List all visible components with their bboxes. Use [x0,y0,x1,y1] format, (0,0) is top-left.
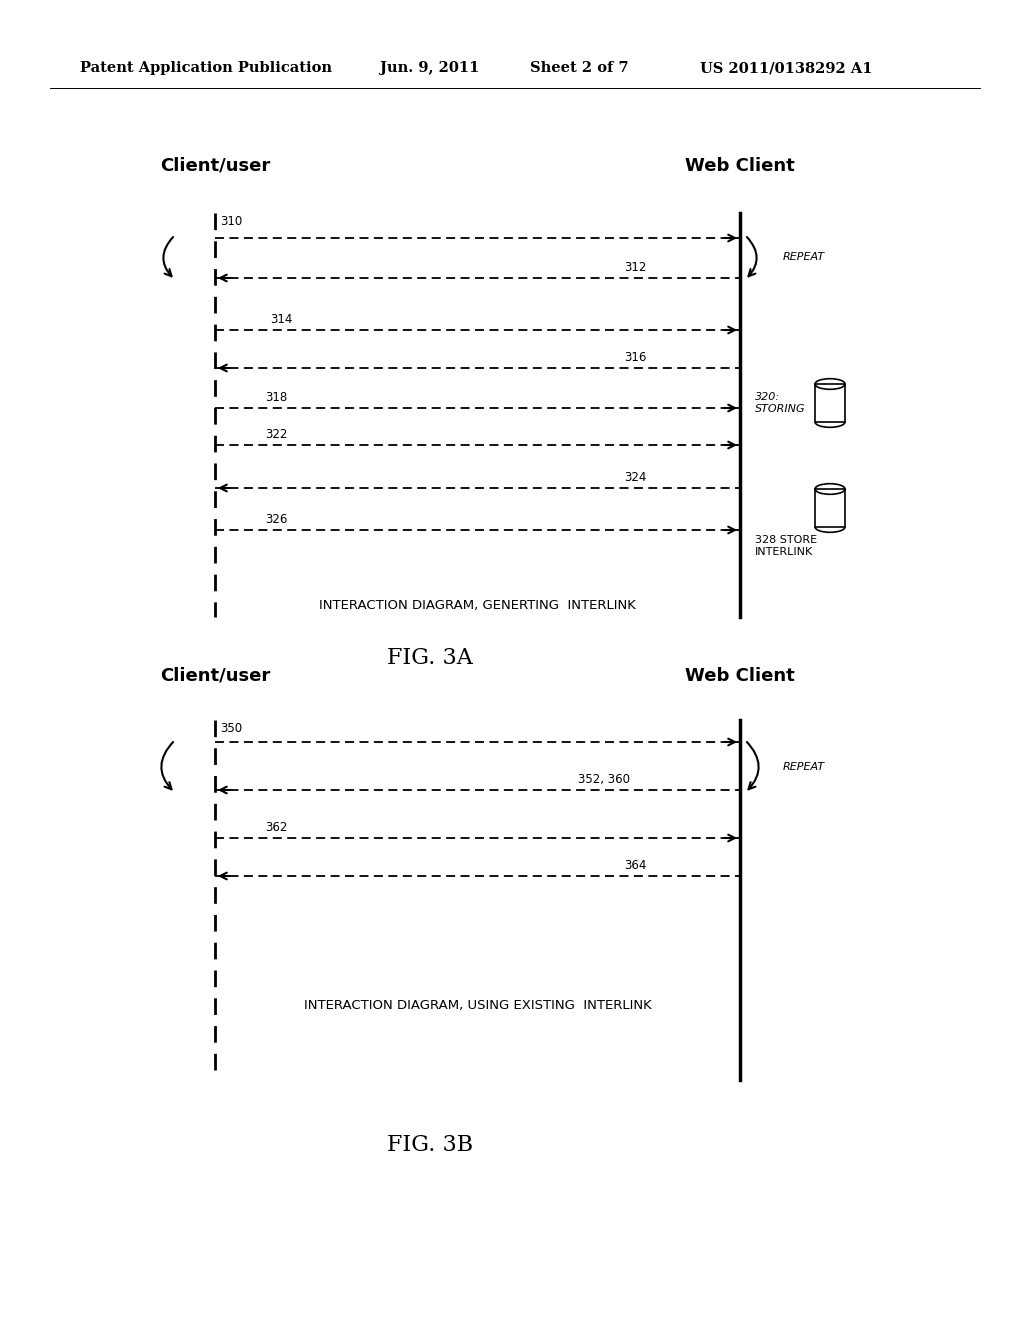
Text: INTERACTION DIAGRAM, USING EXISTING  INTERLINK: INTERACTION DIAGRAM, USING EXISTING INTE… [304,998,651,1011]
Text: 326: 326 [265,513,288,525]
Text: Web Client: Web Client [685,667,795,685]
Text: 310: 310 [220,215,243,228]
FancyArrowPatch shape [746,238,757,276]
Text: 364: 364 [624,859,646,873]
Text: 324: 324 [624,471,646,484]
Text: Patent Application Publication: Patent Application Publication [80,61,332,75]
Text: 320:
STORING: 320: STORING [755,392,806,413]
Text: US 2011/0138292 A1: US 2011/0138292 A1 [700,61,872,75]
Text: Client/user: Client/user [160,667,270,685]
Bar [815,488,845,527]
Bar [815,384,845,422]
Text: 352, 360: 352, 360 [579,774,630,785]
Text: 328 STORE
INTERLINK: 328 STORE INTERLINK [755,535,817,557]
Text: 316: 316 [624,351,646,364]
FancyArrowPatch shape [746,742,759,789]
Text: Client/user: Client/user [160,157,270,176]
Text: 318: 318 [265,391,288,404]
Text: Sheet 2 of 7: Sheet 2 of 7 [530,61,629,75]
Text: 312: 312 [624,261,646,275]
Text: 362: 362 [265,821,288,834]
Text: Web Client: Web Client [685,157,795,176]
Text: Jun. 9, 2011: Jun. 9, 2011 [380,61,479,75]
Text: FIG. 3A: FIG. 3A [387,647,473,669]
Text: REPEAT: REPEAT [783,252,825,263]
Text: REPEAT: REPEAT [783,762,825,771]
Text: FIG. 3B: FIG. 3B [387,1134,473,1156]
FancyArrowPatch shape [164,238,173,276]
FancyArrowPatch shape [162,742,173,789]
Text: INTERACTION DIAGRAM, GENERTING  INTERLINK: INTERACTION DIAGRAM, GENERTING INTERLINK [319,598,636,611]
Text: 350: 350 [220,722,242,735]
Text: 314: 314 [270,313,293,326]
Text: 322: 322 [265,428,288,441]
